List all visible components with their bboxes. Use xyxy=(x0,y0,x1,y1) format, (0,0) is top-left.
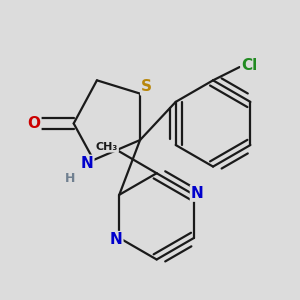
Text: CH₃: CH₃ xyxy=(96,142,118,152)
Text: S: S xyxy=(141,80,152,94)
Text: H: H xyxy=(65,172,76,185)
Text: N: N xyxy=(81,156,93,171)
Text: Cl: Cl xyxy=(242,58,258,73)
Text: N: N xyxy=(110,232,122,247)
Text: N: N xyxy=(191,186,204,201)
Text: O: O xyxy=(27,116,40,131)
